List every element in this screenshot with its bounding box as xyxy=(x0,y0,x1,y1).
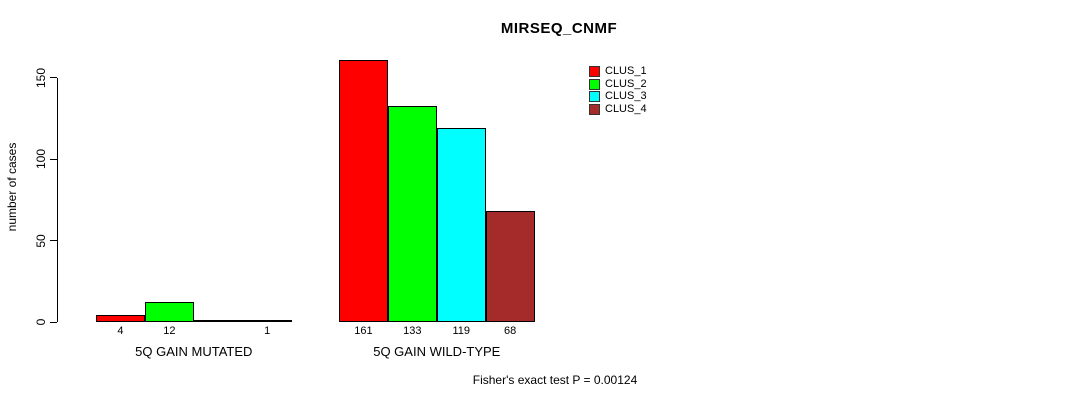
bar-value-label: 1 xyxy=(264,325,271,337)
legend-label-clus_3: CLUS_3 xyxy=(605,90,647,103)
bar-clus_2-group1 xyxy=(144,302,194,322)
y-axis-line xyxy=(57,78,58,322)
bar-value-label: 4 xyxy=(117,325,124,337)
y-tick-label: 100 xyxy=(34,149,48,170)
bar-value-label: 161 xyxy=(354,325,373,337)
y-tick-label: 50 xyxy=(34,233,48,248)
bar-clus_4-group1 xyxy=(242,320,292,322)
bar-clus_1-group2 xyxy=(339,60,388,322)
bar-clus_1-group1 xyxy=(96,315,145,322)
bar-clus_4-group2 xyxy=(485,211,535,322)
legend-swatch-clus_2 xyxy=(589,78,600,90)
legend-label-clus_4: CLUS_4 xyxy=(605,103,647,116)
y-tick-label: 150 xyxy=(34,67,48,88)
bar-clus_2-group2 xyxy=(387,105,437,322)
y-axis-label: number of cases xyxy=(5,142,19,232)
y-tick-mark xyxy=(50,321,57,323)
y-tick-label: 0 xyxy=(34,318,48,326)
footer-annotation: Fisher's exact test P = 0.00124 xyxy=(472,373,638,387)
bar-value-label: 68 xyxy=(504,325,517,337)
bar-clus_3-group2 xyxy=(436,128,486,322)
bar-value-label: 133 xyxy=(403,325,422,337)
legend-label-clus_2: CLUS_2 xyxy=(605,77,647,90)
legend-swatch-clus_3 xyxy=(589,91,600,103)
y-tick-mark xyxy=(50,77,57,79)
y-tick-mark xyxy=(50,158,57,160)
group-label: 5Q GAIN MUTATED xyxy=(135,344,253,359)
bar-value-label: 119 xyxy=(452,325,471,337)
chart-title: MIRSEQ_CNMF xyxy=(500,20,618,37)
legend-label-clus_1: CLUS_1 xyxy=(605,65,647,77)
legend-swatch-clus_4 xyxy=(589,104,600,116)
bar-value-label: 12 xyxy=(163,325,176,337)
y-tick-mark xyxy=(50,240,57,242)
bar-clus_3-group1 xyxy=(193,320,243,322)
group-label: 5Q GAIN WILD-TYPE xyxy=(373,344,501,359)
legend-swatch-clus_1 xyxy=(589,66,600,77)
